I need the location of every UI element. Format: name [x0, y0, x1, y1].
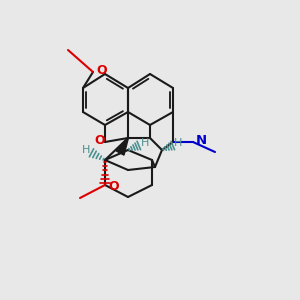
Text: N: N [196, 134, 207, 148]
Text: O: O [108, 181, 119, 194]
Text: H: H [82, 145, 90, 155]
Polygon shape [116, 138, 128, 155]
Text: H: H [141, 138, 149, 148]
Text: O: O [95, 134, 105, 148]
Text: O: O [96, 64, 106, 77]
Text: H: H [174, 138, 182, 148]
